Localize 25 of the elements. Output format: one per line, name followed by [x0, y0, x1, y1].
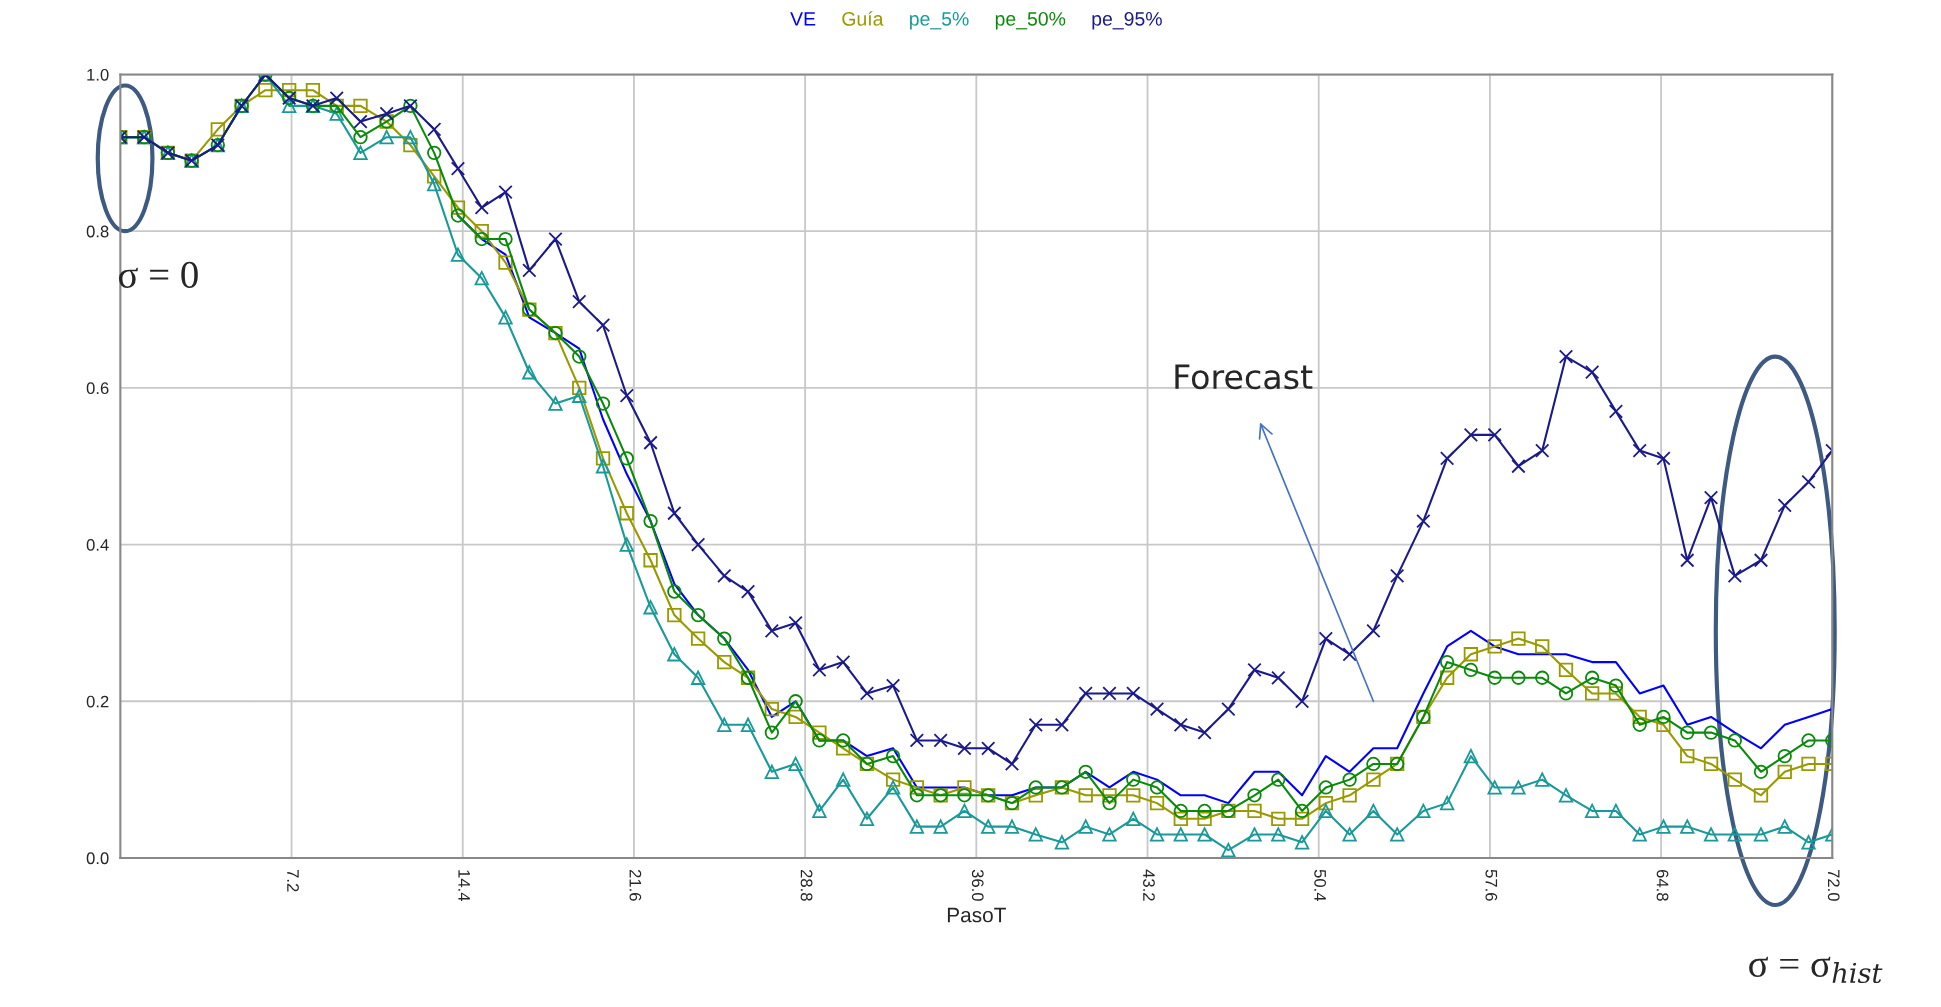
y-tick-label: 0.8 [86, 225, 109, 238]
y-tick-label: 0.2 [86, 695, 109, 708]
annotation: Forecast [1175, 364, 1313, 390]
x-tick-label: 72.0 [1827, 869, 1840, 901]
x-tick-label: 64.8 [1656, 869, 1669, 901]
text: Guía [842, 11, 884, 26]
text: pe_50% [995, 11, 1066, 30]
x-tick-label: 50.4 [1314, 869, 1327, 902]
x-axis-title: PasoT [947, 907, 1006, 923]
text: pe_5% [910, 12, 969, 30]
x-tick-label: 7.2 [287, 869, 299, 892]
x-tick-label: 57.6 [1485, 869, 1498, 901]
y-tick-label: 0.4 [86, 538, 109, 551]
y-tick-label: 1.0 [87, 68, 109, 81]
x-tick-label: 21.6 [629, 869, 642, 901]
annotation: σ = 0 [118, 261, 198, 288]
x-tick-label: 14.4 [458, 870, 470, 902]
x-tick-label: 28.8 [800, 869, 813, 901]
x-tick-label: 43.2 [1143, 869, 1155, 901]
text: σ = σ$_{hist}$ [1749, 956, 1883, 984]
y-tick-label: 0.0 [86, 852, 109, 865]
text: VE [790, 12, 816, 26]
text: pe_95% [1092, 11, 1162, 30]
y-tick-label: 0.6 [86, 382, 109, 395]
x-tick-label: 36.0 [971, 869, 984, 901]
